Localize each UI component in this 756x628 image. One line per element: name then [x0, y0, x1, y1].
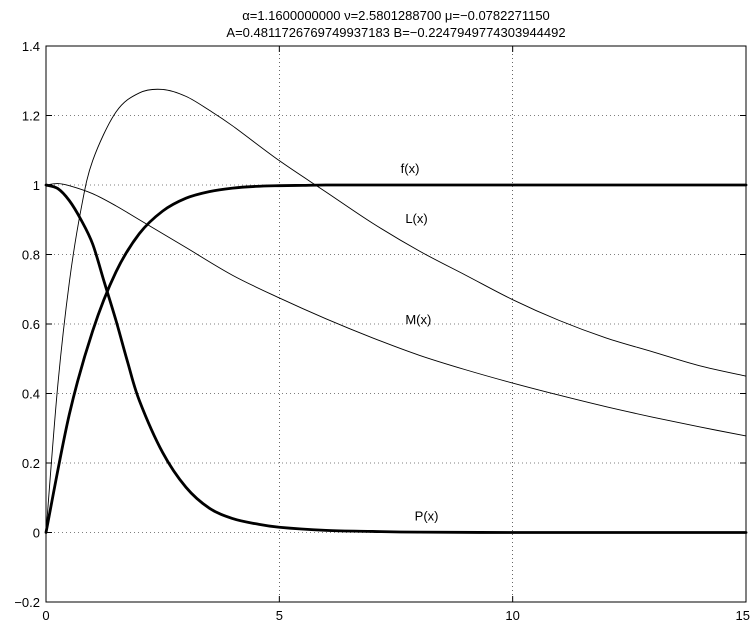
y-tick-label: 0.4: [22, 387, 40, 402]
x-tick-label: 15: [736, 608, 750, 623]
curve-label-px: P(x): [415, 508, 439, 523]
y-tick-label: 0.2: [22, 456, 40, 471]
grid-layer: [46, 46, 746, 602]
curve-label-layer: f(x) L(x) M(x) P(x): [401, 161, 439, 524]
y-tick-label: 0.6: [22, 317, 40, 332]
tick-layer: 0 5 10 15−0.200.20.40.60.811.21.4: [14, 39, 750, 623]
y-tick-label: 1.4: [22, 39, 40, 54]
y-tick-label: 1: [33, 178, 40, 193]
series-line-px: [44, 183, 748, 534]
y-tick-label: −0.2: [14, 595, 40, 610]
series-line-mx: [45, 183, 747, 437]
series-line-fx: [44, 183, 748, 534]
x-tick-label: 5: [276, 608, 283, 623]
series-layer: [44, 88, 748, 534]
chart-title-line-2: A=0.4811726769749937183 B=−0.22479497743…: [226, 25, 565, 40]
curve-label-mx: M(x): [405, 312, 431, 327]
series-line-lx: [45, 88, 747, 533]
curve-label-lx: L(x): [405, 211, 427, 226]
x-tick-label: 0: [42, 608, 49, 623]
curve-label-fx: f(x): [401, 161, 420, 176]
y-tick-label: 1.2: [22, 109, 40, 124]
x-tick-label: 10: [505, 608, 519, 623]
y-tick-label: 0: [33, 526, 40, 541]
chart-title-line-1: α=1.1600000000 ν=2.5801288700 μ=−0.07822…: [242, 8, 550, 23]
y-tick-label: 0.8: [22, 248, 40, 263]
